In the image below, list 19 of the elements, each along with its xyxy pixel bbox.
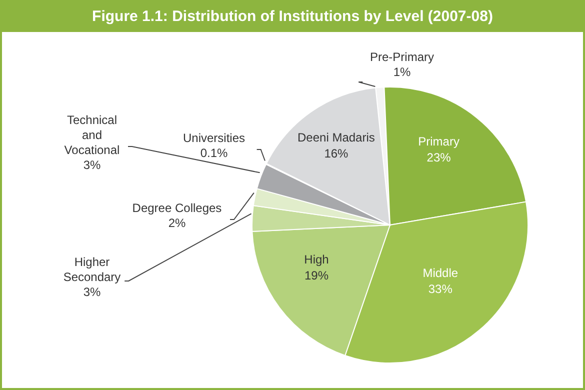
data-label: 2%	[168, 216, 186, 230]
data-label: 0.1%	[200, 146, 228, 160]
data-label: 3%	[83, 158, 101, 172]
slice-label: Pre-Primary	[370, 50, 434, 64]
slice-label: Higher Secondary	[63, 255, 121, 284]
data-label: 16%	[324, 146, 349, 161]
slice-label: Deeni Madaris	[298, 130, 375, 145]
data-label: 1%	[393, 65, 411, 79]
slice-label: High	[304, 252, 329, 266]
slice-label: Universities	[182, 131, 246, 145]
slice-label: Degree Colleges	[132, 201, 222, 215]
slice-label: Technical and Vocational	[64, 113, 120, 157]
data-label: 23%	[426, 150, 452, 164]
chart-title: Figure 1.1: Distribution of Institutions by Level (2007-08)	[2, 2, 583, 32]
data-label: 33%	[428, 282, 453, 296]
data-label: 19%	[304, 268, 329, 282]
data-label: 3%	[83, 285, 101, 299]
slice-label: Middle	[422, 266, 458, 280]
slice-label: Primary	[418, 134, 460, 148]
